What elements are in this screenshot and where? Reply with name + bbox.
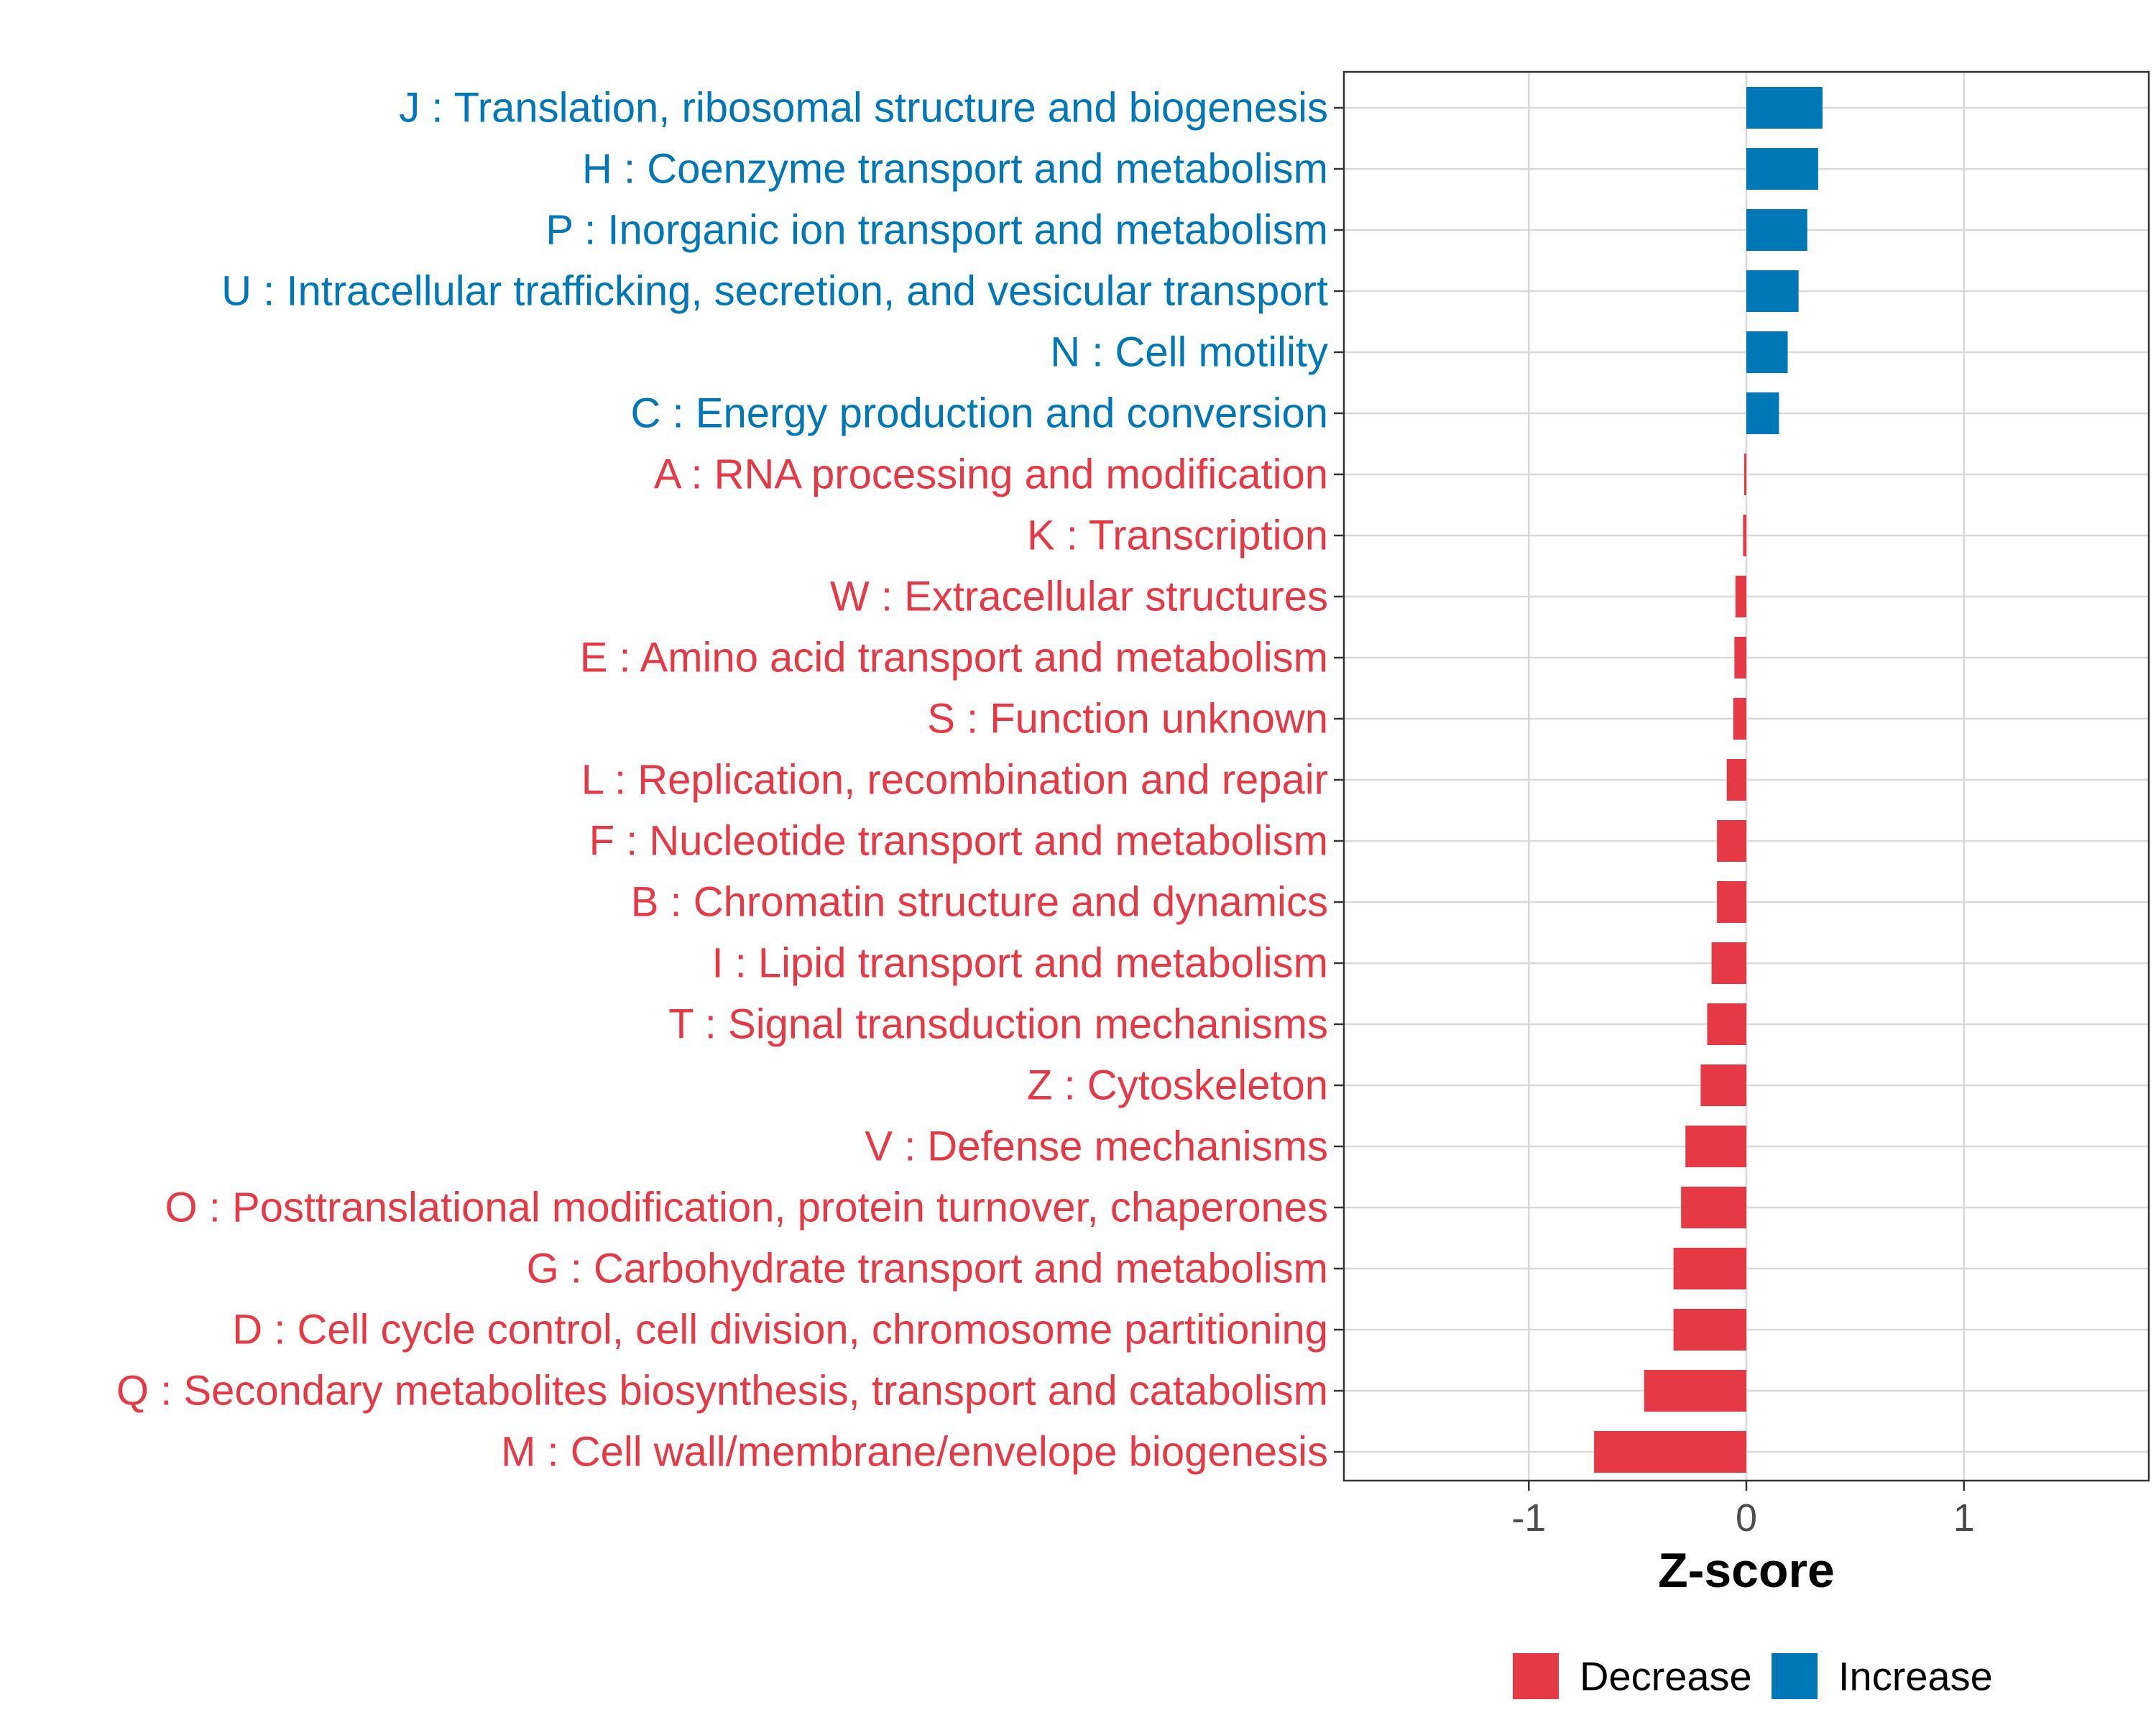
bar <box>1681 1187 1746 1228</box>
bar <box>1673 1248 1746 1289</box>
legend-key <box>1513 1653 1559 1699</box>
bar <box>1735 576 1746 617</box>
legend: Decrease Increase <box>1513 1653 1993 1699</box>
category-label: W : Extracellular structures <box>830 574 1328 620</box>
bar <box>1717 820 1746 862</box>
category-label: E : Amino acid transport and metabolism <box>580 635 1328 681</box>
x-tick-label: 1 <box>1953 1496 1975 1540</box>
category-label: I : Lipid transport and metabolism <box>711 940 1328 987</box>
legend-label: Increase <box>1838 1654 1993 1699</box>
category-label: J : Translation, ribosomal structure and… <box>399 85 1328 132</box>
category-label: C : Energy production and conversion <box>631 390 1328 437</box>
category-label: N : Cell motility <box>1050 329 1328 376</box>
category-label: D : Cell cycle control, cell division, c… <box>232 1307 1328 1353</box>
category-label: L : Replication, recombination and repai… <box>581 757 1328 804</box>
category-label: K : Transcription <box>1027 512 1328 559</box>
bar <box>1711 942 1746 984</box>
bar <box>1746 392 1779 434</box>
bar <box>1746 331 1788 373</box>
category-label: F : Nucleotide transport and metabolism <box>589 818 1328 865</box>
x-tick-label: -1 <box>1511 1496 1546 1540</box>
legend-key <box>1772 1653 1818 1699</box>
bar <box>1733 698 1746 740</box>
category-label: H : Coenzyme transport and metabolism <box>582 146 1328 193</box>
category-label: S : Function unknown <box>927 696 1328 742</box>
bar <box>1726 759 1746 801</box>
bar <box>1743 515 1746 556</box>
category-label: B : Chromatin structure and dynamics <box>631 879 1328 926</box>
bar <box>1746 87 1823 129</box>
bar <box>1707 1003 1746 1045</box>
bar <box>1644 1370 1746 1412</box>
y-axis: J : Translation, ribosomal structure and… <box>116 85 1344 1476</box>
bar <box>1673 1309 1746 1351</box>
category-label: T : Signal transduction mechanisms <box>668 1001 1328 1048</box>
bar <box>1594 1431 1746 1473</box>
legend-label: Decrease <box>1580 1654 1752 1699</box>
bar <box>1746 209 1807 251</box>
category-label: P : Inorganic ion transport and metaboli… <box>545 207 1328 254</box>
bar <box>1746 270 1799 312</box>
category-label: U : Intracellular trafficking, secretion… <box>221 268 1328 315</box>
category-label: G : Carbohydrate transport and metabolis… <box>527 1246 1328 1292</box>
bar <box>1685 1126 1746 1167</box>
x-axis: -1 0 1 <box>1511 1481 1975 1540</box>
bar <box>1734 637 1746 678</box>
bar <box>1717 881 1746 923</box>
x-tick-label: 0 <box>1736 1496 1757 1540</box>
x-axis-title: Z-score <box>1658 1543 1835 1598</box>
category-label: M : Cell wall/membrane/envelope biogenes… <box>501 1429 1328 1476</box>
category-label: O : Posttranslational modification, prot… <box>165 1184 1328 1231</box>
bar-layer <box>1594 87 1823 1473</box>
bar <box>1746 148 1818 190</box>
bar <box>1700 1064 1746 1106</box>
category-label: V : Defense mechanisms <box>865 1123 1328 1170</box>
category-label: Z : Cytoskeleton <box>1027 1062 1328 1109</box>
category-label: A : RNA processing and modification <box>654 451 1328 498</box>
bar <box>1743 454 1746 495</box>
category-label: Q : Secondary metabolites biosynthesis, … <box>116 1368 1328 1414</box>
